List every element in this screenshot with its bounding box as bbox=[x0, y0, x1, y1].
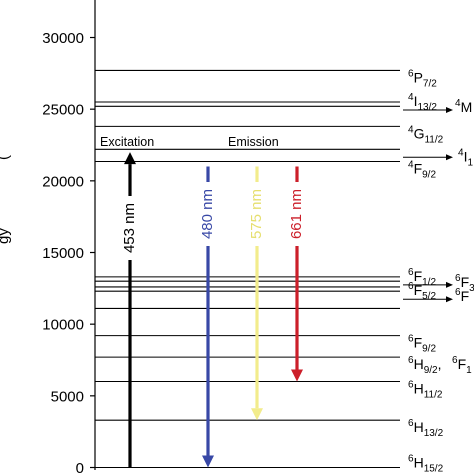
level-label: 6H9/2, bbox=[408, 355, 441, 376]
transition-label: 661 nm bbox=[288, 189, 305, 239]
y-tick-label-10000: 10000 bbox=[42, 317, 84, 334]
y-tick-label-20000: 20000 bbox=[42, 173, 84, 190]
level-label: 6H13/2 bbox=[408, 418, 444, 439]
transition-label: 575 nm bbox=[248, 189, 265, 239]
transition-label: 453 nm bbox=[121, 203, 138, 253]
continuation-arrow-head bbox=[446, 296, 453, 303]
y-tick-label-30000: 30000 bbox=[42, 30, 84, 47]
level-label: 6H11/2 bbox=[408, 380, 443, 401]
transition-arrowhead bbox=[291, 369, 303, 382]
y-tick-label-15000: 15000 bbox=[42, 245, 84, 262]
energy-levels bbox=[95, 69, 400, 469]
level-label: 4I1 bbox=[458, 147, 473, 168]
level-continuation-label: 6F1 bbox=[452, 355, 472, 376]
y-tick-label-25000: 25000 bbox=[42, 102, 84, 119]
y-axis-label-fragment-1: ( bbox=[0, 155, 12, 160]
emission-label: Emission bbox=[228, 135, 279, 149]
transitions: 453 nm 480 nm 575 nm 661 nm bbox=[121, 152, 306, 468]
transition-arrowhead bbox=[124, 152, 136, 165]
level-labels: 6P7/2 4I13/2 4M 4G11/2 4I1 4F9/2 6F1/2 6F3 6F5/2… bbox=[403, 68, 474, 474]
level-continuation-label: 4M bbox=[455, 98, 472, 115]
transition-label-background bbox=[248, 182, 266, 246]
level-label: 6F5/2 bbox=[408, 281, 436, 302]
y-tick-label-0: 0 bbox=[76, 460, 84, 474]
level-continuation-label: 6F3 bbox=[455, 273, 474, 294]
level-label: 6H15/2 bbox=[408, 454, 444, 474]
transition-arrowhead bbox=[202, 455, 214, 468]
transition-arrowhead bbox=[251, 408, 263, 421]
level-label: 4I13/2 bbox=[408, 92, 437, 113]
transition-label: 480 nm bbox=[199, 189, 216, 239]
level-label: 6F9/2 bbox=[408, 334, 436, 355]
level-label: 4G11/2 bbox=[408, 124, 444, 145]
continuation-arrow-head bbox=[446, 154, 453, 161]
energy-axis: 0 5000 10000 15000 20000 25000 30000 bbox=[42, 0, 96, 474]
transition-label-background bbox=[121, 196, 139, 260]
excitation-label: Excitation bbox=[100, 135, 154, 149]
level-continuation-label: 6F bbox=[455, 287, 469, 304]
continuation-arrow-head bbox=[446, 281, 453, 288]
level-label: 4F9/2 bbox=[408, 159, 436, 180]
transition-label-background bbox=[288, 182, 306, 246]
level-label: 6P7/2 bbox=[408, 68, 437, 89]
level-label: 6F1/2 bbox=[408, 267, 436, 288]
transition-label-background bbox=[199, 182, 217, 246]
y-tick-label-5000: 5000 bbox=[51, 388, 84, 405]
continuation-arrow-head bbox=[446, 107, 453, 114]
y-axis-label-fragment-2: gy bbox=[0, 228, 12, 244]
